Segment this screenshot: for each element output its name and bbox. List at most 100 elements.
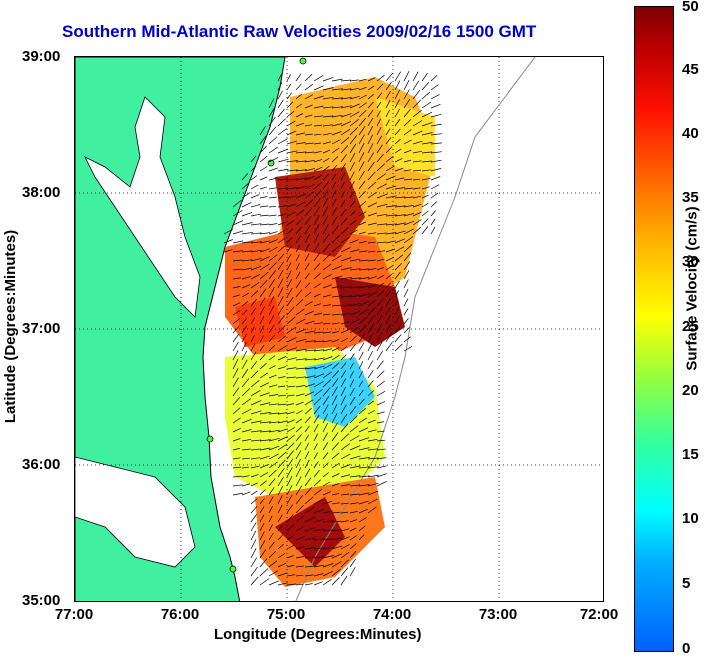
- velocity-arrow: [430, 159, 442, 163]
- velocity-arrow: [340, 474, 351, 478]
- colorbar-tick: 35: [682, 189, 699, 206]
- velocity-arrow: [295, 328, 307, 334]
- velocity-arrow: [322, 141, 332, 145]
- velocity-arrow: [313, 489, 323, 496]
- velocity-arrow: [385, 214, 397, 217]
- velocity-arrow: [304, 477, 312, 487]
- velocity-arrow: [376, 298, 384, 307]
- velocity-arrow: [322, 422, 328, 433]
- velocity-arrow: [322, 501, 332, 505]
- velocity-arrow: [322, 197, 329, 208]
- x-tick-label: 73:00: [478, 606, 518, 623]
- velocity-arrow: [385, 248, 396, 253]
- velocity-arrow: [367, 315, 375, 325]
- velocity-arrow: [304, 183, 315, 190]
- velocity-arrow: [340, 520, 349, 523]
- velocity-arrow: [403, 346, 413, 352]
- velocity-arrow: [340, 247, 351, 253]
- velocity-arrow: [313, 142, 322, 145]
- velocity-arrow: [250, 273, 261, 280]
- velocity-arrow: [295, 401, 304, 406]
- velocity-arrow: [268, 278, 276, 289]
- velocity-arrow: [331, 78, 343, 82]
- velocity-arrow: [259, 186, 268, 190]
- velocity-arrow: [295, 546, 305, 550]
- velocity-arrow: [268, 496, 274, 505]
- velocity-arrow: [394, 80, 401, 91]
- velocity-arrow: [250, 530, 257, 541]
- velocity-arrow: [385, 100, 391, 109]
- velocity-arrow: [322, 538, 334, 541]
- velocity-arrow: [394, 325, 401, 334]
- velocity-arrow: [349, 210, 356, 217]
- velocity-arrow: [268, 196, 277, 199]
- velocity-arrow: [358, 143, 365, 154]
- velocity-arrow: [376, 193, 388, 199]
- velocity-arrow: [268, 580, 280, 586]
- velocity-arrow: [322, 395, 330, 406]
- velocity-arrow: [349, 465, 361, 469]
- velocity-arrow: [295, 185, 307, 190]
- velocity-arrow: [232, 368, 239, 379]
- velocity-arrow: [322, 77, 334, 82]
- velocity-arrow: [313, 581, 323, 586]
- velocity-arrow: [421, 72, 428, 82]
- velocity-arrow: [403, 228, 414, 235]
- velocity-arrow: [250, 566, 258, 577]
- velocity-arrow: [232, 333, 240, 343]
- velocity-arrow: [304, 224, 311, 235]
- velocity-arrow: [250, 326, 255, 334]
- velocity-arrow: [331, 386, 338, 397]
- velocity-arrow: [277, 230, 285, 235]
- velocity-arrow: [250, 249, 262, 253]
- velocity-arrow: [277, 459, 286, 469]
- velocity-arrow: [358, 180, 366, 190]
- velocity-arrow: [331, 139, 341, 145]
- velocity-arrow: [358, 259, 369, 262]
- velocity-arrow: [286, 220, 295, 226]
- velocity-arrow: [295, 318, 306, 325]
- velocity-arrow: [385, 128, 391, 136]
- colorbar: [634, 6, 674, 652]
- velocity-arrow: [295, 280, 302, 289]
- velocity-arrow: [304, 114, 313, 118]
- velocity-arrow: [250, 360, 258, 370]
- colorbar-tick: 45: [682, 61, 699, 78]
- velocity-arrow: [250, 298, 257, 307]
- velocity-arrow: [268, 223, 278, 226]
- velocity-arrow: [277, 553, 286, 559]
- velocity-arrow: [277, 168, 289, 172]
- velocity-arrow: [322, 413, 329, 424]
- velocity-arrow: [241, 231, 253, 235]
- velocity-arrow: [232, 359, 239, 370]
- velocity-arrow: [322, 132, 332, 136]
- velocity-arrow: [385, 175, 396, 181]
- velocity-arrow: [430, 113, 442, 118]
- velocity-arrow: [277, 205, 287, 208]
- velocity-arrow: [268, 187, 278, 190]
- velocity-arrow: [394, 271, 401, 280]
- velocity-arrow: [340, 227, 349, 235]
- velocity-arrow: [277, 118, 286, 127]
- velocity-arrow: [403, 336, 411, 343]
- velocity-arrow: [331, 285, 343, 289]
- velocity-arrow: [313, 262, 321, 271]
- velocity-arrow: [259, 232, 270, 235]
- velocity-arrow: [304, 310, 314, 316]
- velocity-arrow: [250, 400, 262, 406]
- velocity-arrow: [385, 315, 391, 325]
- velocity-arrow: [322, 243, 331, 253]
- velocity-arrow: [322, 462, 329, 469]
- velocity-arrow: [394, 343, 403, 352]
- velocity-arrow: [430, 133, 442, 136]
- velocity-arrow: [313, 75, 324, 82]
- velocity-arrow: [241, 350, 248, 361]
- velocity-arrow: [331, 234, 340, 244]
- velocity-arrow: [331, 173, 337, 181]
- velocity-arrow: [295, 169, 307, 172]
- velocity-arrow: [277, 524, 283, 532]
- velocity-arrow: [313, 479, 321, 487]
- velocity-arrow: [259, 363, 267, 370]
- velocity-arrow: [286, 367, 297, 370]
- velocity-arrow: [277, 420, 288, 424]
